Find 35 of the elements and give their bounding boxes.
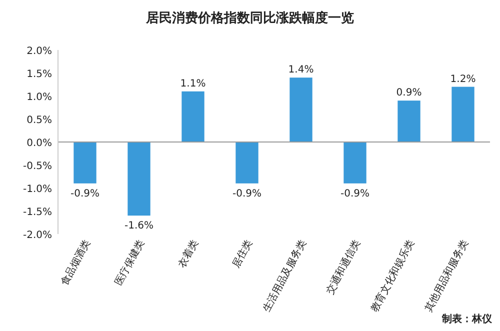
data-label: 1.1%	[180, 78, 206, 90]
data-label: -1.6%	[124, 220, 154, 232]
text: 制表：林仪	[441, 313, 493, 325]
x-tick-label: 居住类	[230, 238, 255, 270]
y-tick-label: -0.5%	[22, 161, 52, 172]
y-tick-label: 1.5%	[26, 69, 52, 80]
x-tick-label: 生活用品及服务类	[260, 238, 309, 314]
data-label: 1.4%	[288, 64, 314, 76]
data-label: -0.9%	[340, 188, 370, 200]
data-label: 0.9%	[396, 88, 422, 99]
data-label: -0.9%	[232, 188, 262, 200]
bar	[128, 142, 150, 216]
x-tick-label: 食品烟酒类	[58, 238, 93, 288]
chart-title: 居民消费价格指数同比涨跌幅度一览	[145, 10, 354, 26]
y-tick-label: 2.0%	[26, 46, 52, 57]
bar	[182, 91, 204, 142]
bar	[452, 86, 474, 142]
x-tick-label: 其他用品和服务类	[422, 238, 471, 314]
y-tick-label: -2.0%	[22, 230, 52, 241]
bar	[344, 142, 366, 184]
data-label: 1.2%	[450, 74, 476, 85]
bar	[290, 78, 312, 142]
data-label: -0.9%	[70, 188, 100, 200]
bar	[74, 142, 96, 184]
x-tick-label: 教育文化和娱乐类	[368, 238, 417, 314]
bar	[236, 142, 258, 184]
y-tick-label: 0.0%	[26, 138, 52, 149]
x-tick-label: 交通和通信类	[324, 238, 363, 296]
bar	[398, 100, 420, 142]
y-tick-label: 0.5%	[26, 115, 52, 126]
y-tick-label: -1.5%	[22, 207, 52, 218]
y-tick-label: -1.0%	[22, 184, 52, 195]
x-tick-label: 医疗保健类	[112, 238, 147, 288]
y-tick-label: 1.0%	[26, 92, 52, 103]
x-tick-label: 衣着类	[176, 238, 201, 270]
